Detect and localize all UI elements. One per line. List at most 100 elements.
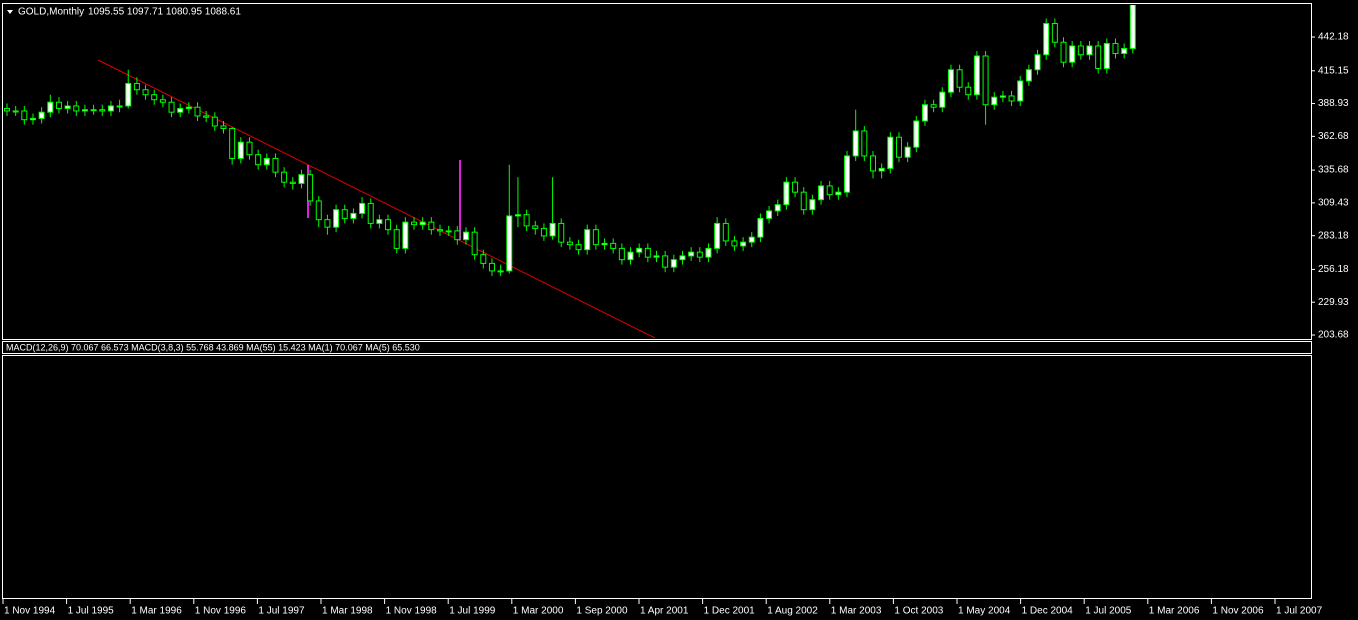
candle-body	[870, 155, 876, 172]
candle-body	[1129, 5, 1136, 49]
x-tick-label: 1 Nov 1998	[386, 606, 438, 617]
candle-body	[55, 101, 62, 109]
x-tick-label: 1 Sep 2000	[576, 606, 628, 617]
candle-body	[731, 240, 738, 247]
candle-body	[203, 115, 210, 118]
x-tick-label: 1 Jul 2007	[1276, 606, 1323, 617]
candle-body	[514, 214, 521, 217]
candle-body	[835, 191, 842, 196]
candle-body	[627, 251, 634, 261]
x-tick-label: 1 Oct 2003	[894, 606, 943, 617]
candle-body	[177, 107, 184, 113]
x-tick-label: 1 Nov 1994	[4, 606, 56, 617]
y-tick-label: 203.68	[1318, 330, 1349, 341]
candle-body	[116, 105, 123, 108]
candle-body	[159, 99, 166, 103]
candle-body	[566, 241, 573, 246]
candle-body	[644, 247, 651, 258]
y-tick-label: 335.68	[1318, 165, 1349, 176]
candle-body	[1095, 45, 1102, 69]
candle-body	[523, 214, 530, 227]
candle-body	[852, 130, 859, 157]
candle-body	[133, 82, 140, 91]
chart-title: GOLD,Monthly	[18, 7, 84, 18]
candle-body	[722, 222, 729, 242]
candle-body	[333, 209, 340, 228]
indicator-label: MACD(12,26,9) 70.067 66.573 MACD(3,8,3) …	[6, 342, 420, 352]
candle-body	[714, 222, 721, 249]
candle-body	[367, 202, 374, 224]
candle-body	[792, 181, 799, 193]
candle-body	[921, 104, 928, 122]
candle-body	[376, 219, 383, 224]
candle-body	[532, 225, 539, 229]
candle-body	[991, 96, 998, 106]
candle-body	[1069, 45, 1076, 63]
candle-body	[64, 105, 71, 109]
y-tick-label: 442.18	[1318, 32, 1349, 43]
candle-body	[584, 229, 591, 251]
candle-body	[601, 242, 608, 246]
x-tick-label: 1 Apr 2001	[640, 606, 689, 617]
candle-body	[982, 55, 989, 106]
candle-body	[618, 247, 625, 261]
x-tick-label: 1 Jul 1997	[258, 606, 305, 617]
candle-body	[411, 221, 418, 226]
candle-body	[670, 259, 677, 268]
candle-body	[558, 222, 565, 243]
x-tick-label: 1 May 2004	[958, 606, 1011, 617]
candle-body	[142, 89, 149, 96]
candle-body	[679, 255, 686, 261]
candle-body	[324, 219, 331, 228]
candle-body	[281, 171, 288, 183]
candle-body	[653, 255, 660, 258]
candle-body	[125, 82, 132, 107]
candle-body	[151, 94, 158, 101]
candle-body	[47, 101, 54, 113]
candle-body	[385, 219, 392, 231]
candles	[4, 5, 1136, 276]
candle-body	[402, 221, 409, 249]
candle-body	[947, 69, 954, 93]
candle-body	[540, 227, 547, 237]
candle-body	[939, 91, 946, 108]
candle-body	[38, 111, 45, 119]
candle-body	[844, 155, 851, 193]
candle-body	[610, 242, 617, 249]
menu-arrow[interactable]	[7, 10, 13, 14]
candle-body	[211, 116, 218, 127]
candle-body	[1034, 54, 1041, 71]
x-tick-label: 1 Jul 1995	[68, 606, 115, 617]
candle-body	[263, 157, 270, 166]
x-tick-label: 1 Nov 2006	[1212, 606, 1264, 617]
candle-body	[904, 146, 911, 158]
candle-body	[90, 109, 97, 112]
candle-body	[774, 204, 781, 212]
candle-body	[419, 221, 426, 226]
candle-body	[229, 127, 236, 159]
x-tick-label: 1 Mar 1996	[131, 606, 182, 617]
x-tick-label: 1 Mar 1998	[322, 606, 373, 617]
candle-body	[255, 154, 262, 166]
x-tick-label: 1 Dec 2004	[1022, 606, 1074, 617]
candle-body	[168, 101, 175, 113]
candle-body	[359, 202, 366, 214]
candle-body	[73, 105, 80, 112]
candle-body	[480, 254, 487, 264]
candle-body	[1121, 47, 1128, 54]
candle-body	[350, 212, 357, 219]
candle-body	[1077, 45, 1084, 56]
candle-body	[315, 200, 322, 221]
trend-line	[97, 59, 656, 338]
chart-subtitle: 1095.55 1097.71 1080.95 1088.61	[88, 7, 241, 18]
candle-body	[1060, 41, 1067, 63]
y-tick-label: 283.18	[1318, 230, 1349, 241]
y-tick-label: 229.93	[1318, 297, 1349, 308]
candle-body	[298, 174, 305, 184]
candle-body	[1051, 22, 1058, 43]
candle-body	[185, 106, 192, 109]
x-tick-label: 1 Mar 2006	[1149, 606, 1200, 617]
candle-body	[973, 55, 980, 96]
candle-body	[826, 185, 833, 196]
